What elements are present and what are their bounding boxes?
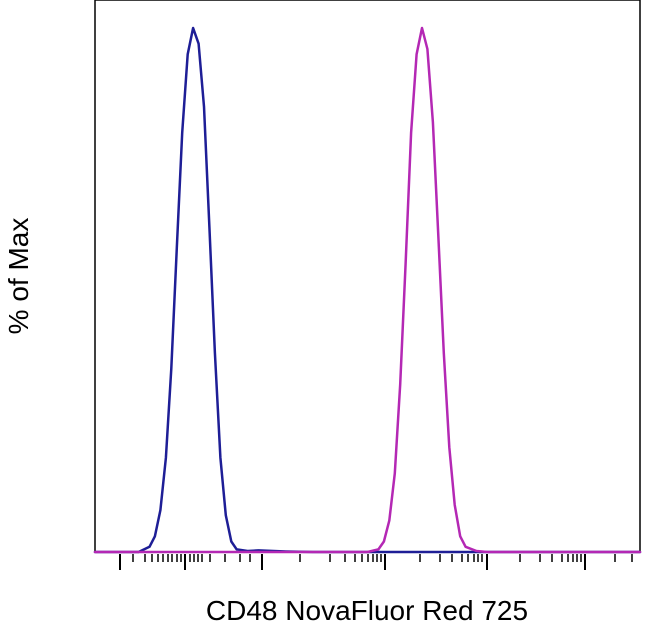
series-layer <box>93 26 642 554</box>
series-line-2 <box>93 26 642 554</box>
x-axis-ticks <box>119 554 633 570</box>
y-axis-label: % of Max <box>3 218 34 335</box>
series-line-1 <box>93 26 642 554</box>
x-axis-label: CD48 NovaFluor Red 725 <box>206 595 528 626</box>
